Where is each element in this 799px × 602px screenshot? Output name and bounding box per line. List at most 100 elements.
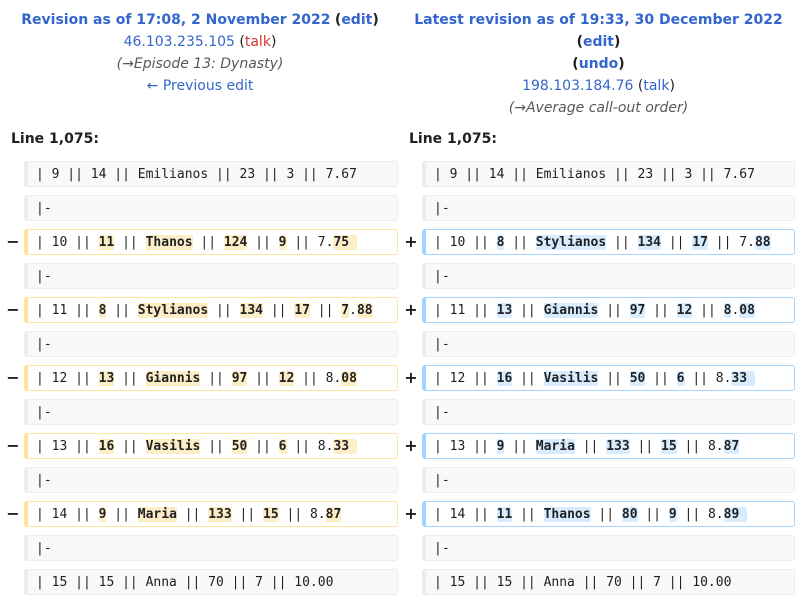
line-text: ||: [200, 439, 232, 454]
changed-text: Thanos: [145, 235, 193, 250]
deleted-line-marker: −: [6, 436, 20, 455]
new-revision-link[interactable]: Latest revision as of 19:33, 30 December…: [414, 12, 783, 28]
line-text: ||: [606, 235, 638, 250]
changed-text: 8: [496, 235, 505, 250]
line-text: ||: [598, 303, 630, 318]
context-line-right: |-: [422, 399, 795, 425]
line-text: || 8.: [294, 371, 342, 386]
line-text: | 11 ||: [36, 303, 99, 318]
diff-row: |- |-: [0, 399, 799, 429]
old-summary-section-link[interactable]: →: [122, 56, 134, 72]
new-revision-edit-link[interactable]: edit: [582, 34, 614, 50]
line-text: ||: [114, 371, 146, 386]
new-revision-summary: (→Average call-out order): [508, 100, 689, 116]
old-revision-user-link[interactable]: 46.103.235.105: [123, 34, 235, 50]
line-text: |-: [434, 269, 450, 284]
added-line-marker: +: [404, 436, 418, 455]
deleted-line-marker: −: [6, 504, 20, 523]
changed-text: Stylianos: [535, 235, 607, 250]
changed-text: 17: [294, 303, 310, 318]
new-revision-user-link[interactable]: 198.103.184.76: [522, 78, 634, 94]
changed-text: Vasilis: [145, 439, 201, 454]
line-text: ||: [231, 507, 264, 522]
deleted-line: | 11 || 8 || Stylianos || 134 || 17 || 7…: [24, 297, 398, 323]
new-summary-section-link[interactable]: →: [514, 100, 526, 116]
changed-text: 88: [754, 235, 771, 250]
line-text: ||: [208, 303, 240, 318]
line-text: |-: [434, 405, 450, 420]
paren-close: ): [618, 56, 625, 72]
line-text: ||: [114, 439, 146, 454]
line-text: ||: [637, 507, 669, 522]
changed-text: 11: [98, 235, 115, 250]
paren-close: ): [614, 34, 621, 50]
deleted-line-marker: −: [6, 300, 20, 319]
changed-text: 9: [496, 439, 505, 454]
old-revision-edit-link[interactable]: edit: [341, 12, 373, 28]
line-text: || 8.: [676, 439, 724, 454]
changed-text: 133: [208, 507, 232, 522]
changed-text: 9: [668, 507, 677, 522]
old-revision-link[interactable]: Revision as of 17:08, 2 November 2022: [21, 12, 331, 28]
line-text: | 12 ||: [434, 371, 497, 386]
deleted-line: | 12 || 13 || Giannis || 97 || 12 || 8.0…: [24, 365, 398, 391]
line-text: ||: [512, 507, 544, 522]
changed-text: 7: [341, 303, 350, 318]
line-text: |-: [36, 337, 52, 352]
previous-edit-link[interactable]: ← Previous edit: [146, 78, 254, 94]
old-revision-talk-link[interactable]: talk: [244, 34, 271, 50]
undo-link[interactable]: undo: [578, 56, 619, 72]
context-line-left: |-: [24, 263, 398, 289]
changed-text: 8: [723, 303, 732, 318]
changed-text: 15: [263, 507, 279, 522]
line-number-right: Line 1,075:: [409, 131, 497, 147]
paren-close: ): [372, 12, 379, 28]
line-text: ||: [309, 303, 342, 318]
line-text: ||: [645, 303, 677, 318]
changed-text: 87: [723, 439, 740, 454]
changed-text: 33: [731, 371, 755, 386]
new-revision-header: Latest revision as of 19:33, 30 December…: [398, 9, 799, 119]
changed-text: 50: [231, 439, 248, 454]
context-line-left: |-: [24, 535, 398, 561]
changed-text: 133: [606, 439, 630, 454]
changed-text: 17: [692, 235, 708, 250]
added-line: | 14 || 11 || Thanos || 80 || 9 || 8.89: [422, 501, 795, 527]
deleted-line: | 13 || 16 || Vasilis || 50 || 6 || 8.33: [24, 433, 398, 459]
changed-text: 13: [98, 371, 115, 386]
line-text: ||: [106, 507, 138, 522]
line-text: ||: [504, 235, 536, 250]
context-line-right: |-: [422, 535, 795, 561]
line-text: || 8.: [286, 439, 334, 454]
diff-row: |- |-: [0, 535, 799, 565]
diff-row: − + | 12 || 13 || Giannis || 97 || 12 || 8…: [0, 365, 799, 395]
new-revision-talk-link[interactable]: talk: [643, 78, 670, 94]
line-text: ||: [629, 439, 662, 454]
diff-row: − + | 14 || 9 || Maria || 133 || 15 || 8.8…: [0, 501, 799, 531]
line-text: | 9 || 14 || Emilianos || 23 || 3 || 7.6…: [36, 167, 357, 182]
context-line-right: |-: [422, 467, 795, 493]
changed-text: 75: [333, 235, 357, 250]
added-line-marker: +: [404, 368, 418, 387]
changed-text: Thanos: [543, 507, 591, 522]
changed-text: 33: [333, 439, 357, 454]
changed-text: 11: [496, 507, 513, 522]
line-text: ||: [574, 439, 607, 454]
deleted-line: | 14 || 9 || Maria || 133 || 15 || 8.87: [24, 501, 398, 527]
line-text: |-: [36, 201, 52, 216]
line-text: | 12 ||: [36, 371, 99, 386]
context-line-left: | 15 || 15 || Anna || 70 || 7 || 10.00: [24, 569, 398, 595]
line-text: ||: [247, 439, 279, 454]
line-text: || 7.: [286, 235, 334, 250]
line-text: | 14 ||: [434, 507, 497, 522]
changed-text: Vasilis: [543, 371, 599, 386]
line-text: ||: [504, 439, 536, 454]
changed-text: Giannis: [145, 371, 201, 386]
line-text: || 8.: [278, 507, 326, 522]
line-text: ||: [512, 371, 544, 386]
diff-row: | 9 || 14 || Emilianos || 23 || 3 || 7.6…: [0, 161, 799, 191]
line-text: ||: [512, 303, 544, 318]
added-line: | 10 || 8 || Stylianos || 134 || 17 || 7…: [422, 229, 795, 255]
changed-text: Maria: [137, 507, 177, 522]
new-revision-user-line: 198.103.184.76 (talk): [522, 78, 675, 94]
